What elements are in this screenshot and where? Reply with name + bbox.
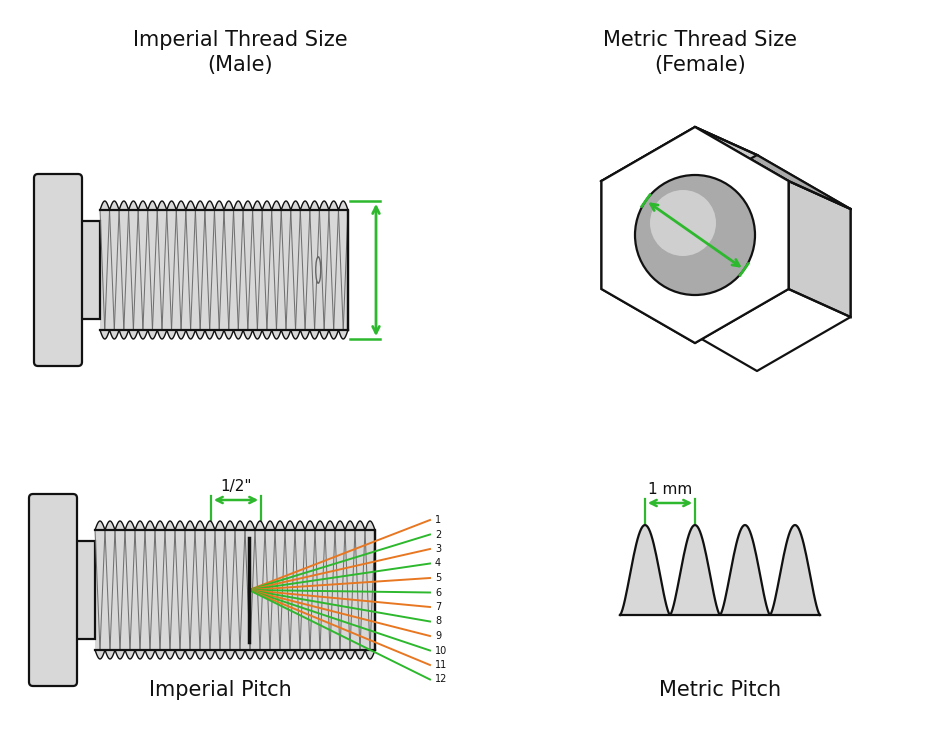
- Text: 4: 4: [435, 559, 441, 568]
- Text: 11: 11: [435, 660, 447, 670]
- FancyBboxPatch shape: [78, 221, 100, 319]
- Text: 1: 1: [435, 515, 441, 525]
- Text: 12: 12: [435, 674, 447, 684]
- Polygon shape: [601, 127, 788, 343]
- Text: 5: 5: [435, 573, 441, 583]
- Text: 8: 8: [435, 616, 441, 627]
- Text: Imperial Thread Size
(Male): Imperial Thread Size (Male): [133, 30, 347, 75]
- Text: 2: 2: [435, 530, 441, 539]
- FancyBboxPatch shape: [29, 494, 77, 686]
- Polygon shape: [620, 525, 820, 615]
- Circle shape: [650, 190, 716, 256]
- Text: 7: 7: [435, 602, 441, 612]
- Text: 3: 3: [435, 544, 441, 554]
- Text: 1 mm: 1 mm: [648, 482, 692, 497]
- Polygon shape: [601, 127, 757, 209]
- FancyBboxPatch shape: [34, 174, 82, 366]
- FancyBboxPatch shape: [73, 541, 95, 639]
- Polygon shape: [695, 127, 851, 209]
- Polygon shape: [601, 127, 788, 343]
- Text: 1/2": 1/2": [220, 479, 252, 494]
- Circle shape: [635, 175, 755, 295]
- FancyBboxPatch shape: [95, 530, 375, 650]
- Text: 10: 10: [435, 645, 447, 656]
- Text: Imperial Pitch: Imperial Pitch: [149, 680, 291, 700]
- Ellipse shape: [316, 257, 320, 283]
- Text: 6: 6: [435, 588, 441, 597]
- Text: Metric Pitch: Metric Pitch: [659, 680, 781, 700]
- Polygon shape: [788, 181, 851, 317]
- Text: 9: 9: [435, 631, 441, 641]
- Text: Metric Thread Size
(Female): Metric Thread Size (Female): [603, 30, 797, 75]
- FancyBboxPatch shape: [100, 210, 348, 330]
